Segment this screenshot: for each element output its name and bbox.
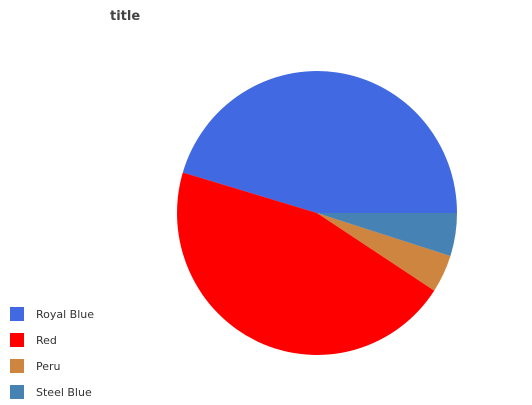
pie-slice-steel-blue [317, 213, 457, 257]
legend-item: Red [10, 327, 94, 353]
chart-title: title [110, 9, 141, 24]
pie-slice-peru [317, 213, 451, 291]
legend: Royal Blue Red Peru Steel Blue [10, 301, 94, 405]
legend-swatch [10, 385, 24, 399]
legend-swatch [10, 359, 24, 373]
legend-item: Peru [10, 353, 94, 379]
legend-label: Royal Blue [36, 307, 95, 321]
legend-swatch [10, 333, 24, 347]
pie-slice-royal-blue [182, 71, 457, 213]
legend-label: Steel Blue [36, 385, 92, 399]
legend-label: Peru [36, 359, 61, 373]
legend-item: Royal Blue [10, 301, 94, 327]
pie-slice-red [177, 172, 435, 355]
legend-swatch [10, 307, 24, 321]
legend-item: Steel Blue [10, 379, 94, 405]
legend-label: Red [36, 333, 57, 347]
